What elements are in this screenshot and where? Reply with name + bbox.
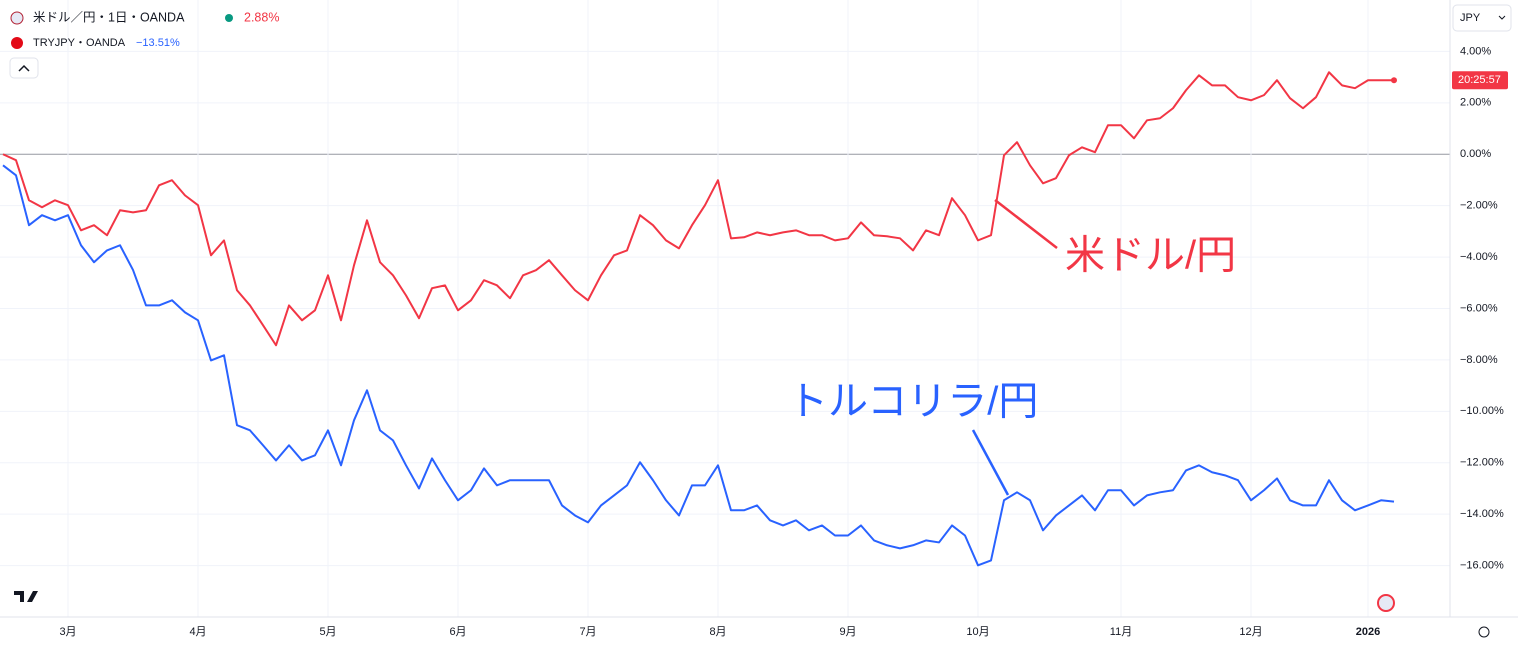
x-tick-label: 3月 xyxy=(59,626,76,638)
clock-label: 20:25:57 xyxy=(1458,74,1501,86)
try-flag xyxy=(11,37,23,49)
x-tick-label: 2026 xyxy=(1356,626,1380,638)
y-tick-label: 4.00% xyxy=(1460,45,1491,57)
settings-icon[interactable] xyxy=(1478,626,1490,638)
x-tick-label: 12月 xyxy=(1239,626,1262,638)
x-tick-label: 10月 xyxy=(966,626,989,638)
y-tick-label: −12.00% xyxy=(1460,457,1504,469)
dropdown-icon xyxy=(1498,15,1506,20)
x-tick-label: 4月 xyxy=(189,626,206,638)
events-icon[interactable] xyxy=(1377,594,1395,612)
x-tick-label: 8月 xyxy=(709,626,726,638)
market-status xyxy=(225,14,233,22)
y-tick-label: −10.00% xyxy=(1460,405,1504,417)
y-tick-label: −6.00% xyxy=(1460,302,1498,314)
x-tick-label: 6月 xyxy=(449,626,466,638)
y-tick-label: −14.00% xyxy=(1460,508,1504,520)
y-tick-label: 0.00% xyxy=(1460,148,1491,160)
series-line xyxy=(2,164,1395,567)
usd-flag xyxy=(10,11,24,25)
annotation: トルコリラ/円 xyxy=(788,380,1038,424)
x-tick-label: 9月 xyxy=(839,626,856,638)
annotation-arrow xyxy=(994,199,1058,249)
y-tick-label: 2.00% xyxy=(1460,97,1491,109)
y-tick-label: −16.00% xyxy=(1460,559,1504,571)
collapse-button[interactable] xyxy=(9,57,39,79)
annotation: 米ドル/円 xyxy=(1065,234,1236,278)
legend-series[interactable]: TRYJPY・OANDA xyxy=(33,37,126,49)
legend-change: 2.88% xyxy=(244,10,279,24)
series-line xyxy=(2,71,1394,347)
last-point xyxy=(1391,77,1397,84)
x-tick-label: 5月 xyxy=(319,626,336,638)
y-tick-label: −4.00% xyxy=(1460,251,1498,263)
logo[interactable] xyxy=(14,591,38,602)
chevron-icon xyxy=(18,64,30,72)
x-tick-label: 7月 xyxy=(579,626,596,638)
currency-selector[interactable] xyxy=(1452,4,1512,32)
price-tag xyxy=(1452,71,1508,90)
legend-series[interactable]: 米ドル／円・1日・OANDA xyxy=(33,10,185,24)
y-tick-label: −8.00% xyxy=(1460,354,1498,366)
x-tick-label: 11月 xyxy=(1110,626,1132,638)
annotation-arrow xyxy=(971,429,1010,496)
legend-change: −13.51% xyxy=(136,37,180,49)
currency-label: JPY xyxy=(1460,12,1481,24)
y-tick-label: −2.00% xyxy=(1460,200,1498,212)
